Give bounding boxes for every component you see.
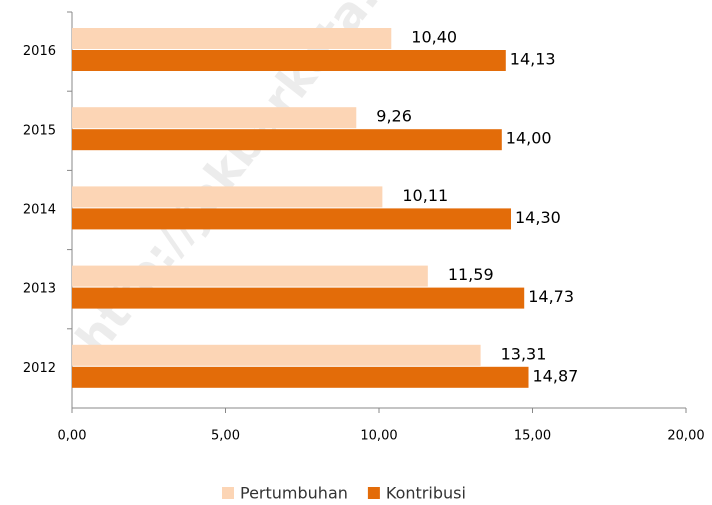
legend-label: Pertumbuhan	[240, 484, 348, 503]
value-label: 11,59	[448, 265, 494, 284]
value-label: 14,13	[510, 50, 556, 69]
y-tick-label: 2015	[23, 123, 56, 138]
y-tick-label: 2013	[23, 282, 56, 297]
bar	[72, 50, 506, 71]
bar	[72, 129, 502, 151]
bar	[72, 186, 383, 208]
value-label: 14,87	[533, 366, 579, 385]
x-tick-label: 5,00	[211, 429, 240, 444]
value-label: 10,40	[411, 28, 457, 47]
y-tick-label: 2016	[23, 44, 56, 59]
x-tick-label: 10,00	[360, 429, 397, 444]
bar	[72, 344, 481, 366]
value-label: 14,00	[506, 129, 552, 148]
value-label: 13,31	[501, 344, 547, 363]
value-label: 9,26	[376, 107, 412, 126]
bar	[72, 28, 392, 49]
bar	[72, 107, 357, 129]
legend-swatch	[367, 487, 380, 499]
x-tick-label: 20,00	[667, 429, 704, 444]
bar	[72, 287, 525, 309]
legend-label: Kontribusi	[386, 484, 466, 503]
bar	[72, 366, 529, 388]
y-tick-label: 2014	[23, 203, 56, 218]
value-label: 10,11	[402, 186, 448, 205]
bar	[72, 265, 428, 287]
legend-swatch	[222, 487, 234, 499]
x-tick-label: 0,00	[58, 429, 87, 444]
bar	[72, 208, 512, 230]
value-label: 14,30	[515, 208, 561, 227]
value-label: 14,73	[528, 287, 574, 306]
x-tick-label: 15,00	[514, 429, 551, 444]
y-tick-label: 2012	[23, 361, 56, 376]
